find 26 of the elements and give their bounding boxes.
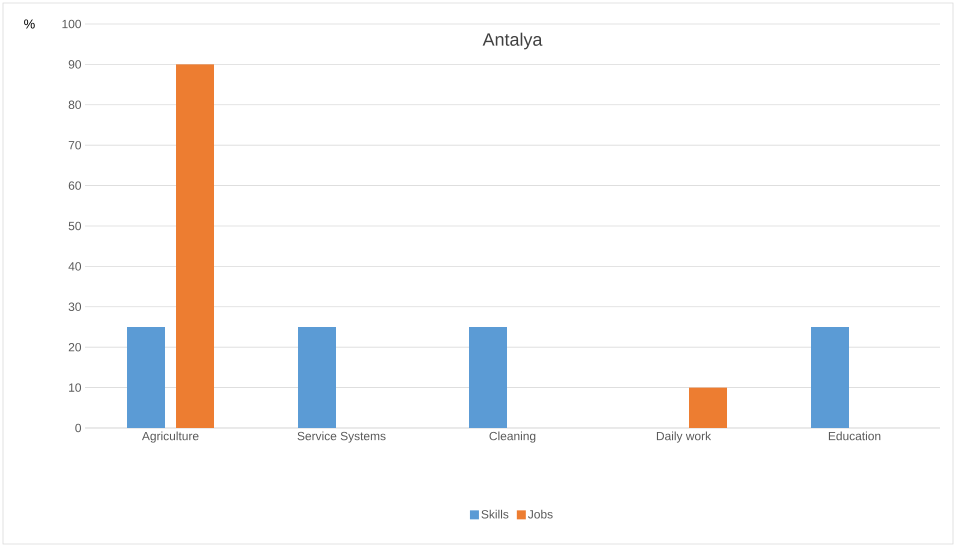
- y-tick-label: 20: [68, 342, 82, 352]
- x-tick-label: Agriculture: [142, 432, 199, 443]
- y-tick-label: 0: [75, 424, 82, 432]
- x-tick-label: Service Systems: [298, 432, 386, 443]
- y-tick-label: 70: [68, 140, 82, 150]
- x-tick-label: Daily work: [656, 432, 712, 443]
- y-axis-title: %: [24, 19, 35, 29]
- y-tick-label: 90: [68, 60, 82, 69]
- legend-label: Jobs: [528, 510, 553, 519]
- x-tick-label: Cleaning: [490, 432, 536, 443]
- legend-label: Skills: [481, 510, 508, 519]
- bar: [469, 326, 508, 428]
- y-tick-label: 40: [68, 262, 82, 271]
- y-tick-label: 10: [69, 383, 82, 392]
- bar: [689, 388, 728, 428]
- bar: [127, 326, 166, 428]
- y-tick-label: 100: [62, 20, 82, 28]
- y-tick-label: 30: [68, 302, 82, 312]
- x-tick-label: Education: [828, 432, 880, 440]
- bar: [811, 326, 850, 428]
- bar: [298, 326, 336, 428]
- y-tick-label: 50: [68, 222, 82, 230]
- bar: [176, 64, 214, 428]
- y-tick-label: 80: [68, 100, 82, 110]
- chart-title: Antalya: [482, 32, 542, 50]
- y-tick-label: 60: [68, 181, 82, 190]
